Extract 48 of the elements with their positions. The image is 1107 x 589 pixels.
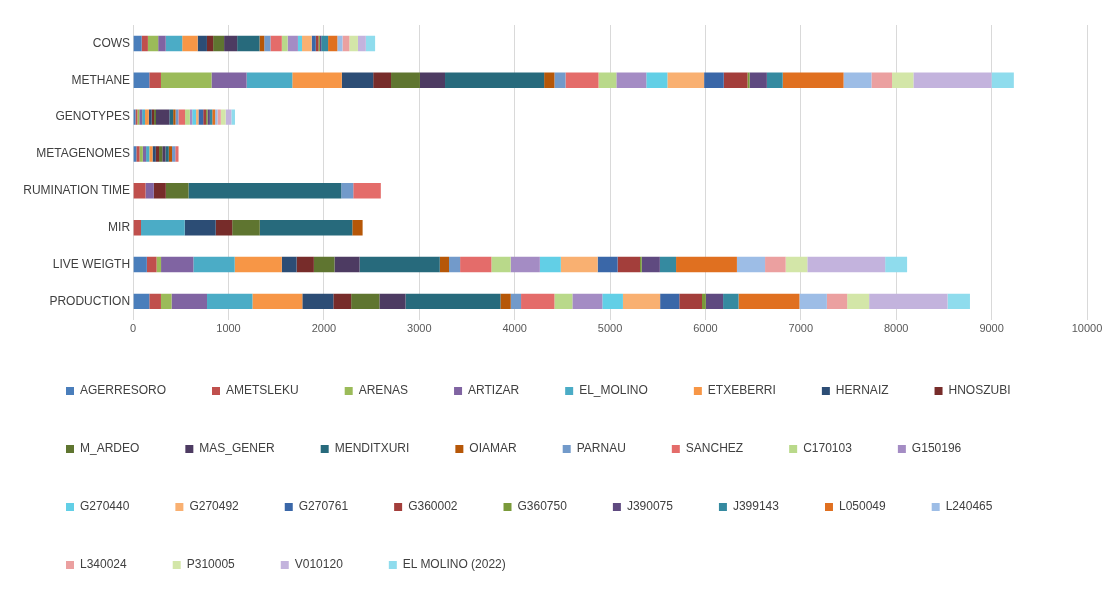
legend-label: EL_MOLINO <box>579 383 648 398</box>
x-tick-label: 8000 <box>883 322 909 335</box>
x-tick-label: 5000 <box>597 322 623 335</box>
legend-label: MENDITXURI <box>334 441 410 456</box>
legend-label: ARENAS <box>358 383 409 398</box>
legend-label: G360750 <box>517 499 568 514</box>
y-tick-label: MIR <box>108 219 131 234</box>
x-tick-label: 7000 <box>788 322 814 335</box>
legend-label: PARNAU <box>576 441 626 456</box>
legend-label: HNOSZUBI <box>948 383 1011 398</box>
legend-label: ETXEBERRI <box>707 383 776 398</box>
legend-label: OIAMAR <box>469 441 518 456</box>
x-tick-label: 0 <box>130 322 137 335</box>
legend-label: C170103 <box>803 441 853 456</box>
y-tick-label: LIVE WEIGTH <box>52 256 131 271</box>
legend-label: SANCHEZ <box>685 441 744 456</box>
y-tick-label: PRODUCTION <box>49 293 131 308</box>
legend-label: G270440 <box>80 499 130 514</box>
y-tick-label: METAGENOMES <box>36 146 131 161</box>
legend-label: HERNAIZ <box>835 383 889 398</box>
legend-label: J399143 <box>732 499 780 514</box>
legend-label: G150196 <box>911 441 962 456</box>
legend-label: L340024 <box>80 557 128 572</box>
legend-label: M_ARDEO <box>80 441 140 456</box>
x-tick-label: 4000 <box>502 322 527 335</box>
x-tick-label: 2000 <box>311 322 337 335</box>
x-tick-label: 6000 <box>693 322 718 335</box>
legend-label: AGERRESORO <box>80 383 167 398</box>
legend-label: G270492 <box>189 499 240 514</box>
legend-label: J390075 <box>626 499 674 514</box>
legend-label: AMETSLEKU <box>226 383 299 398</box>
x-tick-label: 1000 <box>216 322 241 335</box>
legend-label: V010120 <box>294 557 344 572</box>
legend-label: ARTIZAR <box>468 383 520 398</box>
x-tick-label: 9000 <box>979 322 1004 335</box>
legend-label: L240465 <box>945 499 993 514</box>
legend-label: P310005 <box>186 557 236 572</box>
legend-label: L050049 <box>838 499 887 514</box>
y-tick-label: RUMINATION TIME <box>23 183 131 198</box>
x-tick-label: 3000 <box>407 322 432 335</box>
y-tick-label: METHANE <box>71 72 131 87</box>
y-tick-label: COWS <box>92 35 131 50</box>
legend-label: EL MOLINO (2022) <box>402 557 506 572</box>
x-tick-label: 10000 <box>1071 322 1103 335</box>
legend-label: MAS_GENER <box>199 441 276 456</box>
legend-label: G360002 <box>408 499 458 514</box>
y-tick-label: GENOTYPES <box>55 109 131 124</box>
legend-label: G270761 <box>298 499 349 514</box>
